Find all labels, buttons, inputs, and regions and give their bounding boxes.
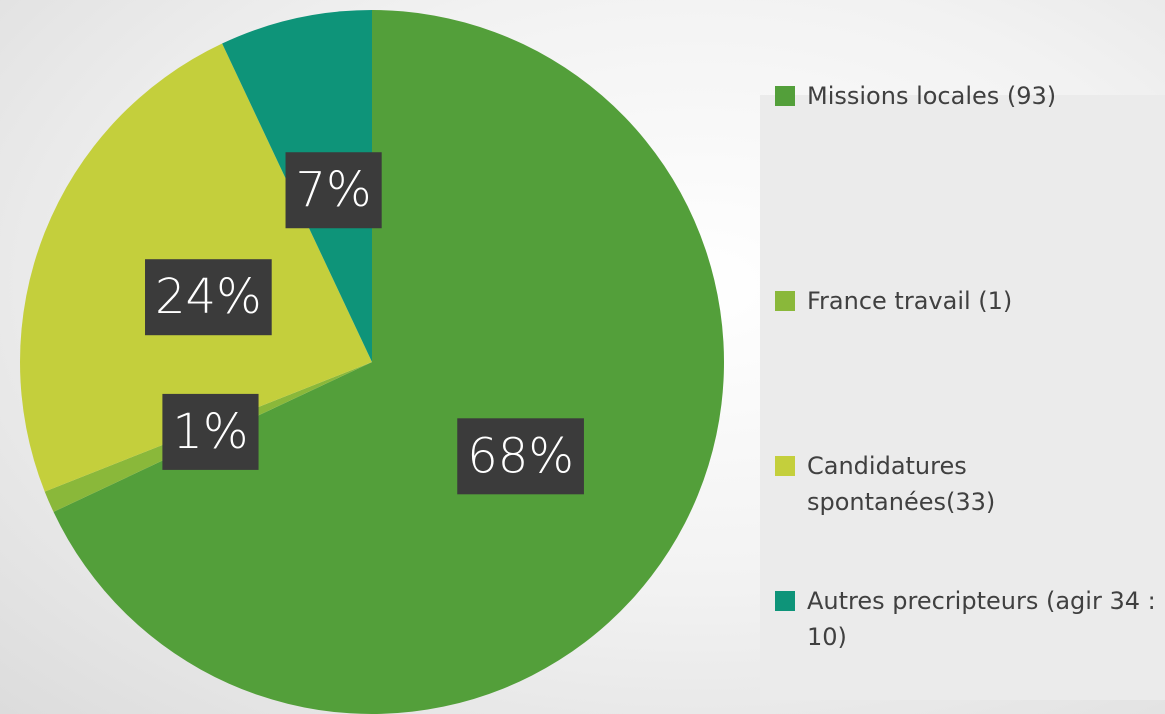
data-label-text: 68% [467, 428, 574, 484]
legend-label: Missions locales (93) [807, 82, 1057, 110]
legend-swatch [775, 291, 795, 311]
legend-item: Autres precripteurs (agir 34 : 10) [775, 583, 1160, 655]
legend-item: Missions locales (93) [775, 78, 1160, 114]
legend-label: Autres precripteurs (agir 34 : 10) [807, 587, 1156, 651]
data-label: 7% [285, 152, 382, 229]
legend-swatch [775, 591, 795, 611]
legend-swatch [775, 456, 795, 476]
data-label-box [145, 259, 272, 336]
data-label-box [457, 418, 584, 495]
legend-item: Candidatures spontanées(33) [775, 448, 1160, 520]
pie-slice [53, 10, 725, 714]
legend-item: France travail (1) [775, 283, 1160, 319]
legend: Missions locales (93) France travail (1) C… [760, 82, 1165, 700]
data-label-box [285, 152, 382, 229]
data-label: 24% [145, 259, 272, 336]
data-label: 68% [457, 418, 584, 495]
data-label-box [162, 393, 259, 470]
data-label-text: 7% [296, 162, 372, 218]
data-label-text: 24% [155, 269, 262, 325]
data-label: 1% [162, 393, 259, 470]
legend-label: France travail (1) [807, 287, 1013, 315]
data-label-text: 1% [172, 404, 248, 460]
legend-swatch [775, 86, 795, 106]
legend-label: Candidatures spontanées(33) [807, 452, 996, 516]
